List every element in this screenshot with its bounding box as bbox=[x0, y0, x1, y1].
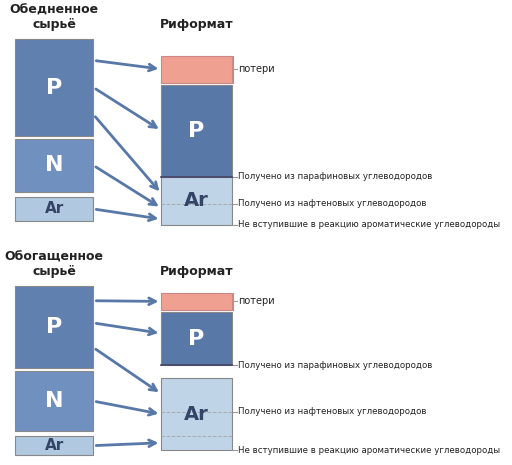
Text: Ar: Ar bbox=[45, 438, 64, 453]
Text: Получено из парафиновых углеводородов: Получено из парафиновых углеводородов bbox=[238, 361, 433, 370]
Bar bbox=[15, 39, 94, 136]
Bar bbox=[161, 85, 231, 177]
Text: Ar: Ar bbox=[184, 191, 209, 210]
Text: N: N bbox=[45, 155, 63, 175]
Bar bbox=[161, 378, 231, 451]
Bar bbox=[161, 312, 231, 365]
Text: Не вступившие в реакцию ароматические углеводороды: Не вступившие в реакцию ароматические уг… bbox=[238, 220, 500, 229]
Bar bbox=[15, 371, 94, 431]
Text: N: N bbox=[45, 391, 63, 411]
Text: Получено из нафтеновых углеводородов: Получено из нафтеновых углеводородов bbox=[238, 407, 426, 416]
Text: Риформат: Риформат bbox=[160, 18, 233, 31]
Bar bbox=[161, 55, 231, 83]
Text: Получено из нафтеновых углеводородов: Получено из нафтеновых углеводородов bbox=[238, 199, 426, 208]
Text: P: P bbox=[188, 329, 205, 349]
Bar bbox=[15, 436, 94, 455]
Text: Не вступившие в реакцию ароматические углеводороды: Не вступившие в реакцию ароматические уг… bbox=[238, 446, 500, 455]
Text: Ar: Ar bbox=[45, 201, 64, 217]
Bar bbox=[15, 139, 94, 192]
Text: Обогащенное
сырьё: Обогащенное сырьё bbox=[5, 250, 103, 278]
Text: P: P bbox=[46, 78, 62, 98]
Bar bbox=[161, 292, 231, 310]
Text: Риформат: Риформат bbox=[160, 265, 233, 278]
Text: Обедненное
сырьё: Обедненное сырьё bbox=[10, 3, 99, 31]
Text: Ar: Ar bbox=[184, 405, 209, 424]
Bar bbox=[15, 286, 94, 368]
Bar bbox=[161, 177, 231, 225]
Text: P: P bbox=[46, 317, 62, 337]
Text: Получено из парафиновых углеводородов: Получено из парафиновых углеводородов bbox=[238, 172, 433, 181]
Text: потери: потери bbox=[238, 64, 275, 74]
Text: потери: потери bbox=[238, 296, 275, 306]
Text: P: P bbox=[188, 120, 205, 140]
Bar bbox=[15, 197, 94, 221]
